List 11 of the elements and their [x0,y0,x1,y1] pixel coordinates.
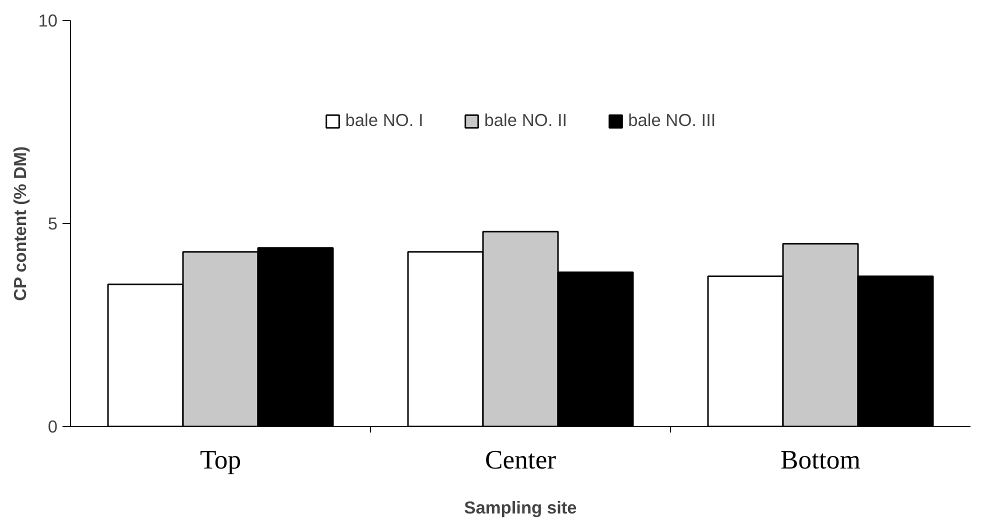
x-tick-label: Top [200,444,242,474]
x-tick-label: Bottom [780,444,861,474]
legend-label: bale NO. I [345,110,424,131]
y-tick-label: 0 [48,416,58,436]
x-tick-label: Center [484,444,556,474]
x-axis-title: Sampling site [464,498,578,518]
legend-label: bale NO. III [628,110,716,131]
legend-label: bale NO. II [484,110,568,131]
y-tick-label: 10 [38,10,58,30]
y-tick-label: 5 [48,214,58,234]
y-axis-title: CP content (% DM) [10,146,30,301]
